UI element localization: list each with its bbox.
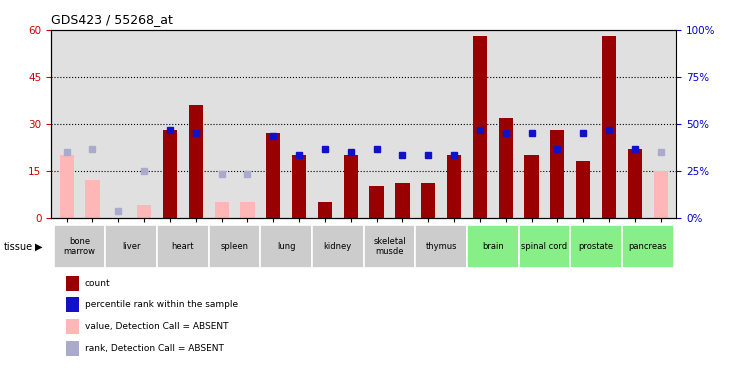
Bar (518, 225, 570, 268)
Text: ▶: ▶ (35, 242, 42, 252)
Bar (369, 186, 384, 218)
Text: thymus: thymus (425, 242, 457, 251)
Text: liver: liver (122, 242, 140, 251)
Bar (54, 225, 105, 268)
Bar (576, 161, 591, 218)
Bar (312, 225, 364, 268)
Bar (654, 171, 668, 217)
Bar (415, 225, 467, 268)
Text: heart: heart (172, 242, 194, 251)
Text: skeletal
musde: skeletal musde (374, 237, 406, 256)
Bar (364, 225, 415, 268)
Bar (260, 225, 312, 268)
Bar (628, 149, 642, 217)
Bar (266, 133, 281, 218)
Bar (209, 225, 260, 268)
Bar (467, 225, 518, 268)
Text: rank, Detection Call = ABSENT: rank, Detection Call = ABSENT (85, 344, 224, 353)
Bar (602, 36, 616, 218)
Bar (189, 105, 203, 218)
Bar (318, 202, 332, 217)
Bar (59, 155, 74, 218)
Bar (137, 205, 151, 218)
Bar (473, 36, 487, 218)
Text: count: count (85, 279, 110, 288)
Bar (524, 155, 539, 218)
Bar (240, 202, 254, 217)
Text: bone
marrow: bone marrow (64, 237, 96, 256)
Bar (622, 225, 673, 268)
Bar (395, 183, 409, 218)
Bar (570, 225, 622, 268)
Text: lung: lung (277, 242, 295, 251)
Text: kidney: kidney (324, 242, 352, 251)
Bar (447, 155, 461, 218)
Text: value, Detection Call = ABSENT: value, Detection Call = ABSENT (85, 322, 228, 331)
Bar (214, 202, 229, 217)
Bar (157, 225, 209, 268)
Bar (499, 117, 513, 218)
Text: brain: brain (482, 242, 504, 251)
Bar (344, 155, 358, 218)
Text: tissue: tissue (4, 242, 33, 252)
Text: GDS423 / 55268_at: GDS423 / 55268_at (51, 13, 173, 26)
Text: prostate: prostate (578, 242, 614, 251)
Text: spinal cord: spinal cord (521, 242, 567, 251)
Text: pancreas: pancreas (629, 242, 667, 251)
Bar (86, 180, 99, 218)
Bar (163, 130, 177, 218)
Bar (550, 130, 564, 218)
Text: spleen: spleen (221, 242, 249, 251)
Bar (105, 225, 157, 268)
Text: percentile rank within the sample: percentile rank within the sample (85, 300, 238, 309)
Bar (421, 183, 436, 218)
Bar (292, 155, 306, 218)
